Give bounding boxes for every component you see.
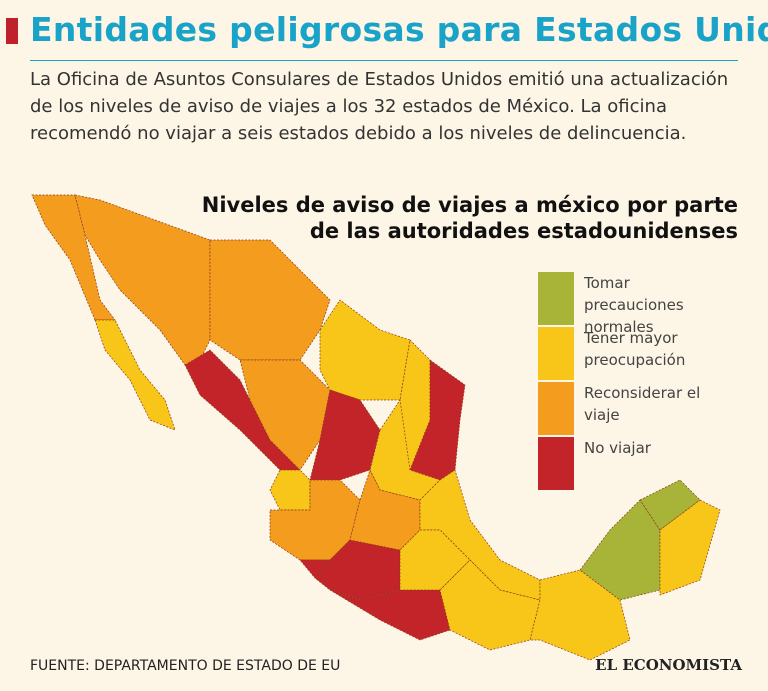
legend: Tomar precauciones normales Tener mayor p… [538,272,738,492]
state [269,469,311,511]
accent-bar [6,18,18,44]
source: FUENTE: DEPARTAMENTO DE ESTADO DE EU [30,658,341,674]
legend-label: Reconsiderar el viaje [584,384,701,424]
legend-label: No viajar [584,439,651,457]
legend-label: Tener mayor preocupación [584,329,686,369]
divider [30,60,738,61]
legend-item: Reconsiderar el viaje [538,382,738,435]
state [579,499,661,601]
state [399,529,471,591]
legend-item: No viajar [538,437,738,490]
legend-swatch [538,327,574,380]
state [639,479,701,531]
legend-swatch [538,382,574,435]
legend-item: Tomar precauciones normales [538,272,738,336]
state [439,559,541,651]
state [299,559,331,579]
intro-text: La Oficina de Asuntos Consulares de Esta… [30,69,729,144]
page-title: Entidades peligrosas para Estados Unidos [30,10,768,49]
state [329,589,451,641]
legend-label: Tomar precauciones normales [584,274,684,336]
legend-swatch [538,437,574,490]
state [369,399,441,501]
state [309,389,381,481]
legend-item: Tener mayor preocupación [538,327,738,380]
state [659,499,721,596]
brand: EL ECONOMISTA [595,656,742,674]
state [239,359,331,471]
state [419,469,541,601]
state [209,239,331,361]
state [94,319,176,431]
state [184,349,301,471]
state [319,299,411,401]
legend-swatch [538,272,574,325]
map-title: Niveles de aviso de viajes a méxico por … [201,193,738,243]
